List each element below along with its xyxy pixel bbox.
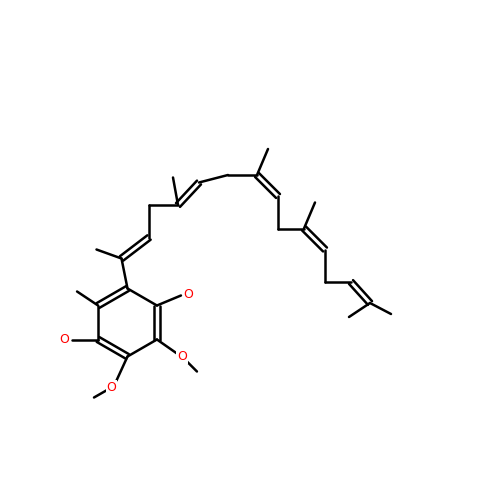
Text: O: O xyxy=(106,381,117,394)
Text: O: O xyxy=(60,333,70,346)
Text: O: O xyxy=(184,288,194,301)
Text: O: O xyxy=(177,350,187,363)
